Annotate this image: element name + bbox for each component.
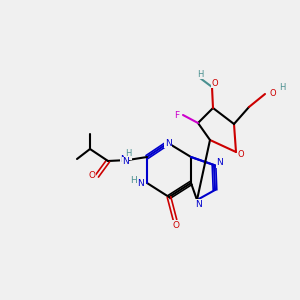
Text: N: N <box>120 155 127 164</box>
Text: N: N <box>216 158 223 167</box>
Text: O: O <box>172 221 179 230</box>
Text: O: O <box>212 79 218 88</box>
Text: F: F <box>174 110 180 119</box>
Text: H: H <box>125 149 131 158</box>
Text: H: H <box>130 176 137 185</box>
Text: O: O <box>269 89 276 98</box>
Text: H: H <box>125 150 132 159</box>
Text: O: O <box>88 172 95 181</box>
Text: H: H <box>279 82 286 91</box>
Text: O: O <box>237 151 244 160</box>
Text: N: N <box>195 200 202 209</box>
Text: H: H <box>197 70 203 79</box>
Text: N: N <box>165 139 171 148</box>
Text: N: N <box>137 178 144 188</box>
Text: N: N <box>122 157 129 166</box>
